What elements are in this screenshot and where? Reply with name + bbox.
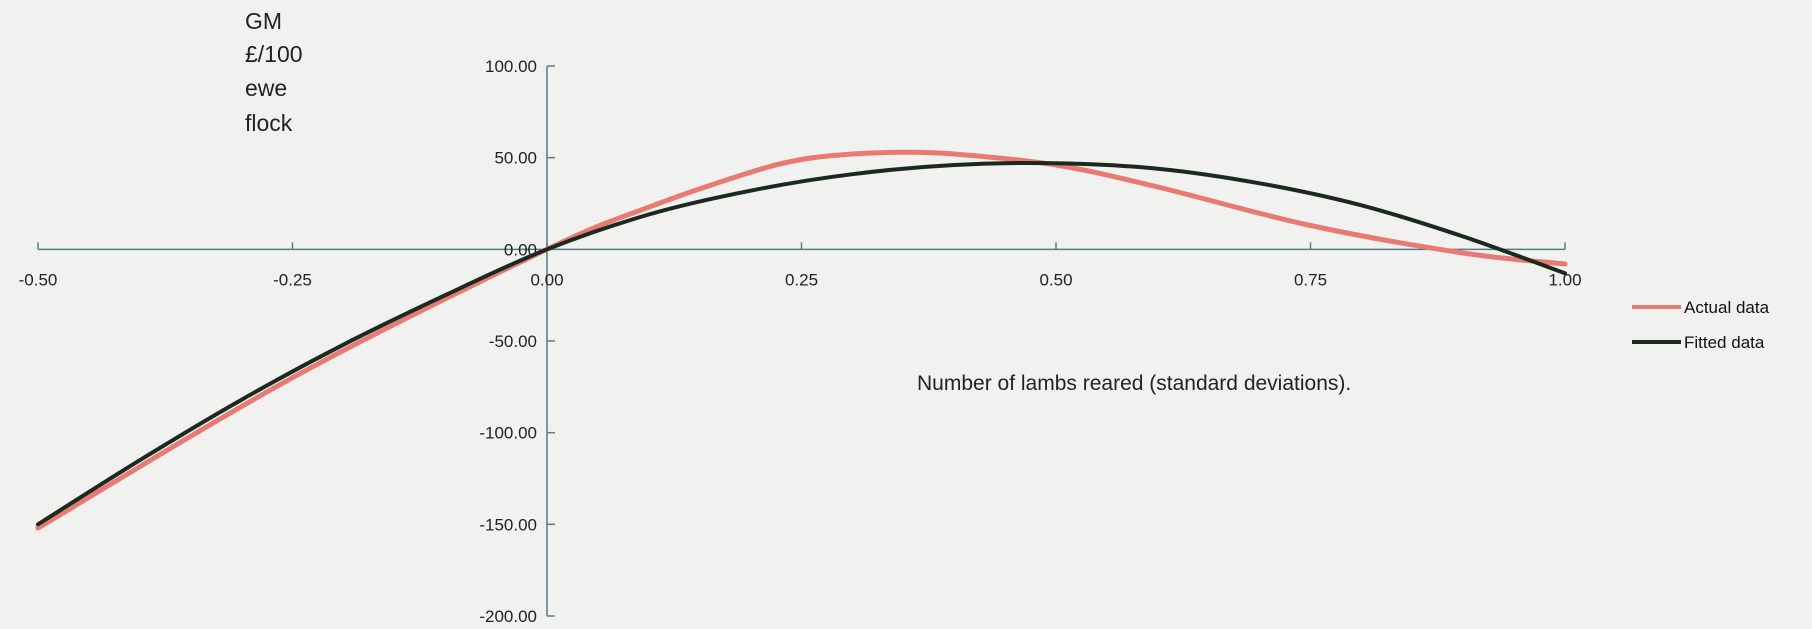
- x-tick-label: -0.50: [19, 270, 58, 289]
- series-line-actual-data: [35, 149, 1568, 531]
- series-line-fitted-data: [36, 160, 1567, 527]
- axes: -0.50 -0.25 0.00 0.25 0.50 0.75 1.00 100.00 50.0…: [19, 57, 1582, 626]
- x-tick-label: -0.25: [273, 270, 312, 289]
- legend-label-actual-data: Actual data: [1684, 298, 1770, 317]
- legend-label-fitted-data: Fitted data: [1684, 333, 1765, 352]
- x-tick-label: 0.25: [785, 270, 818, 289]
- y-tick-label: 100.00: [485, 57, 537, 76]
- x-tick-label: 0.00: [530, 270, 563, 289]
- x-tick-label: 0.75: [1294, 270, 1327, 289]
- legend: Actual data Fitted data: [1632, 298, 1770, 352]
- y-tick-label: -50.00: [489, 332, 537, 351]
- y-tick-label: -100.00: [479, 424, 537, 443]
- x-tick-label: 0.50: [1039, 270, 1072, 289]
- y-axis-label-line: £/100: [245, 41, 303, 67]
- y-tick-label: 50.00: [494, 149, 537, 168]
- y-axis-label-line: GM: [245, 8, 282, 34]
- y-tick-label: -150.00: [479, 515, 537, 534]
- y-axis-label-line: flock: [245, 110, 293, 136]
- y-axis-label-line: ewe: [245, 75, 287, 101]
- x-axis-label: Number of lambs reared (standard deviati…: [917, 372, 1351, 395]
- plot-lines: [35, 149, 1568, 531]
- y-axis-label: GM £/100 ewe flock: [245, 8, 303, 136]
- x-tick-label: 1.00: [1548, 270, 1581, 289]
- y-tick-label: 0.00: [504, 240, 537, 259]
- y-tick-label: -200.00: [479, 607, 537, 626]
